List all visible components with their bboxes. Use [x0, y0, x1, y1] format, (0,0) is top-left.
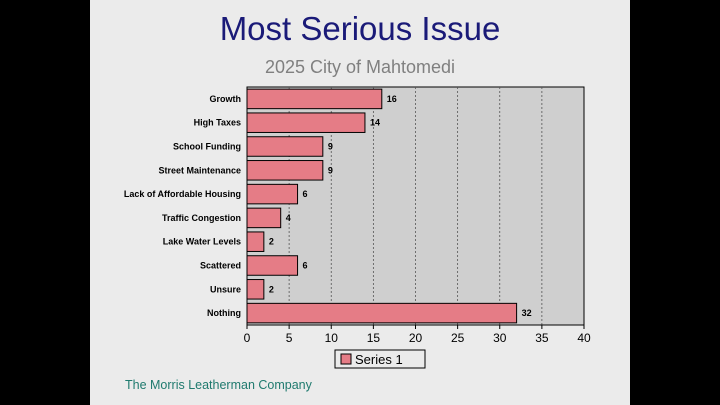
x-tick-label: 25	[451, 331, 465, 345]
bar	[246, 302, 518, 324]
data-label: 32	[522, 308, 532, 318]
bar	[246, 112, 366, 133]
bar	[246, 279, 265, 300]
x-tick-label: 15	[367, 331, 381, 345]
legend-box	[334, 349, 426, 369]
category-label: Lack of Affordable Housing	[124, 189, 241, 199]
data-label: 9	[328, 165, 333, 175]
bar	[246, 255, 299, 276]
x-tick-label: 0	[244, 331, 251, 345]
data-label: 16	[387, 94, 397, 104]
data-label: 4	[286, 213, 291, 223]
bar	[246, 160, 324, 181]
x-tick-label: 35	[535, 331, 549, 345]
category-label: Traffic Congestion	[162, 213, 241, 223]
data-label: 6	[303, 261, 308, 271]
data-label: 9	[328, 142, 333, 152]
bar	[246, 231, 265, 252]
category-label: Scattered	[200, 261, 241, 271]
category-label: High Taxes	[194, 118, 241, 128]
category-label: School Funding	[173, 142, 241, 152]
slide-title: Most Serious Issue	[219, 10, 501, 47]
footer-company: The Morris Leatherman Company	[125, 378, 312, 392]
bar	[246, 207, 282, 229]
data-label: 6	[303, 189, 308, 199]
category-label: Street Maintenance	[158, 165, 241, 175]
category-label: Unsure	[210, 284, 241, 294]
category-label: Growth	[210, 94, 242, 104]
data-label: 2	[269, 284, 274, 294]
category-label: Nothing	[207, 308, 241, 318]
legend-label: Series 1	[355, 352, 403, 367]
bar	[246, 136, 324, 157]
x-tick-label: 40	[577, 331, 591, 345]
bar-chart: Growth 16 High Taxes 14 School Funding 9 Stree…	[124, 86, 591, 369]
x-tick-label: 30	[493, 331, 507, 345]
bar	[246, 88, 383, 110]
bar	[246, 183, 299, 205]
legend-swatch	[340, 353, 352, 365]
slide-subtitle: 2025 City of Mahtomedi	[264, 57, 456, 77]
x-tick-label: 10	[325, 331, 339, 345]
category-label: Lake Water Levels	[163, 237, 241, 247]
x-tick-label: 5	[286, 331, 293, 345]
slide: Most Serious Issue 2025 City of Mahtomed…	[90, 0, 630, 405]
x-tick-label: 20	[409, 331, 423, 345]
data-label: 14	[370, 118, 380, 128]
data-label: 2	[269, 237, 274, 247]
